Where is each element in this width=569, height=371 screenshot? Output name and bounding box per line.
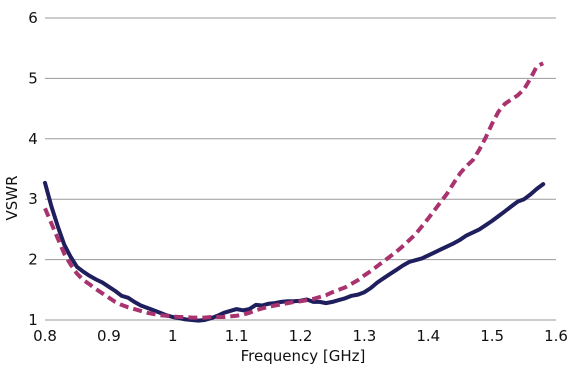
series-line-dashed (43, 61, 545, 320)
y-tick-label: 4 (28, 130, 38, 148)
x-tick-labels: 0.8 0.9 1 1.1 1.2 1.3 1.4 1.5 1.6 (33, 327, 568, 345)
x-tick-label: 1.5 (480, 327, 504, 345)
series-group (43, 61, 546, 323)
x-tick-label: 1.4 (416, 327, 440, 345)
y-axis-title: VSWR (3, 175, 21, 220)
x-tick-label: 0.8 (33, 327, 57, 345)
y-tick-label: 5 (28, 69, 38, 87)
y-tick-label: 2 (28, 251, 38, 269)
x-tick-label: 1.2 (289, 327, 313, 345)
x-tick-label: 1.3 (352, 327, 376, 345)
x-tick-label: 0.9 (97, 327, 121, 345)
y-tick-label: 1 (28, 311, 38, 329)
y-tick-labels: 1 2 3 4 5 6 (28, 9, 38, 329)
gridlines (45, 17, 556, 321)
x-tick-label: 1.6 (544, 327, 568, 345)
y-tick-label: 6 (28, 9, 38, 27)
series-line-solid (43, 180, 546, 323)
x-tick-label: 1.1 (225, 327, 249, 345)
y-tick-label: 3 (28, 190, 38, 208)
x-tick-label: 1 (168, 327, 178, 345)
x-axis-title: Frequency [GHz] (241, 347, 366, 365)
